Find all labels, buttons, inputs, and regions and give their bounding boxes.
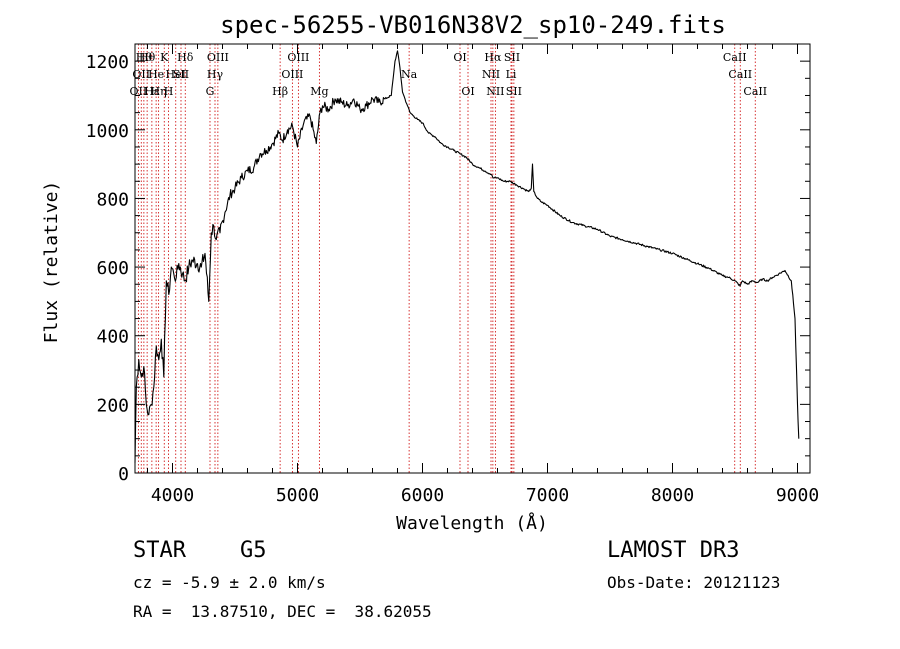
y-tick-label: 400: [96, 327, 129, 348]
observation-date: Obs-Date: 20121123: [607, 573, 781, 592]
x-tick-label: 5000: [276, 485, 319, 506]
line-label-OII: OII: [130, 85, 148, 98]
line-label-Mg: Mg: [310, 85, 328, 98]
line-label-He: He: [148, 68, 164, 81]
line-label-CaII: CaII: [728, 68, 752, 81]
line-label-K: K: [160, 51, 169, 64]
line-label-Na: Na: [401, 68, 418, 81]
line-label-OIII: OIII: [207, 51, 229, 64]
line-label-Hδ: Hδ: [177, 51, 194, 64]
survey-name: LAMOST DR3: [607, 538, 740, 563]
spectrum-line: [134, 50, 800, 463]
line-label-Hβ: Hβ: [272, 85, 288, 98]
line-label-HeI: HeI: [166, 68, 186, 81]
line-label-SII: SII: [173, 68, 189, 81]
line-label-OIII: OIII: [287, 51, 309, 64]
y-tick-label: 0: [118, 464, 129, 485]
x-axis-label: Wavelength (Å): [396, 512, 548, 534]
y-tick-label: 200: [96, 395, 129, 416]
spectral-line-markers: [137, 44, 756, 473]
line-label-Hγ: Hγ: [207, 68, 224, 81]
line-label-OIII: OIII: [281, 68, 303, 81]
line-label-Hε: Hε: [144, 85, 160, 98]
object-class: STAR: [133, 538, 186, 563]
chart-title: spec-56255-VB016N38V2_sp10-249.fits: [220, 11, 726, 39]
y-axis-label: Flux (relative): [41, 181, 62, 344]
y-tick-label: 600: [96, 258, 129, 279]
line-label-CaII: CaII: [743, 85, 767, 98]
x-tick-label: 6000: [401, 485, 444, 506]
line-label-CaII: CaII: [723, 51, 747, 64]
plot-frame: [134, 43, 811, 474]
y-tick-label: 800: [96, 189, 129, 210]
x-tick-label: 9000: [776, 485, 819, 506]
line-label-SII: SII: [506, 85, 522, 98]
line-label-OII: OII: [132, 68, 150, 81]
x-tick-label: 7000: [526, 485, 569, 506]
line-label-SII: SII: [504, 51, 520, 64]
line-label-H: H: [164, 85, 174, 98]
line-label-OI: OI: [453, 51, 466, 64]
line-label-G: G: [206, 85, 215, 98]
line-label-OI: OI: [461, 85, 474, 98]
line-label-Li: Li: [506, 68, 517, 81]
line-label-Hθ: Hθ: [139, 51, 156, 64]
spectral-line-labels: OIIOIIHθHθHεHeHηKHHeISIIHδGHγOIIIHβOIIIO…: [130, 51, 768, 98]
line-label-Hα: Hα: [484, 51, 502, 64]
line-label-NII: NII: [486, 85, 504, 98]
y-tick-label: 1200: [86, 52, 129, 73]
line-label-NII: NII: [482, 68, 500, 81]
object-subclass: G5: [240, 538, 267, 563]
x-tick-label: 8000: [651, 485, 694, 506]
line-label-Hη: Hη: [151, 85, 167, 98]
x-tick-label: 4000: [151, 485, 194, 506]
coordinates-text: RA = 13.87510, DEC = 38.62055: [133, 602, 432, 621]
redshift-text: cz = -5.9 ± 2.0 km/s: [133, 573, 326, 592]
axis-ticks: 4000 5000 6000 7000 8000 9000 0 200 400 600 800 100…: [86, 44, 819, 506]
y-tick-label: 1000: [86, 121, 129, 142]
